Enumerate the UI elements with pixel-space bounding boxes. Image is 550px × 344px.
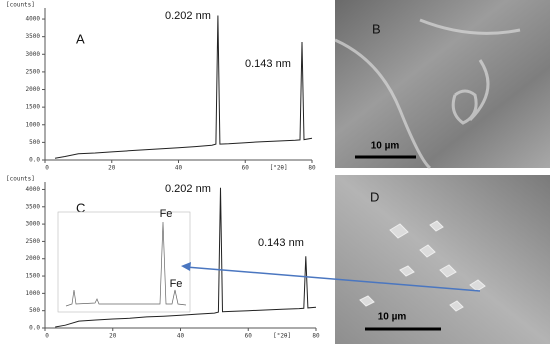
y-tick-label: 1500	[26, 273, 41, 280]
arrow	[185, 266, 481, 292]
panel-label: C	[76, 200, 85, 215]
y-tick-label: 3500	[26, 33, 41, 40]
y-tick-label: 3000	[26, 221, 41, 228]
x-tick-label: 40	[175, 165, 183, 172]
scale-text: 10 µm	[371, 141, 400, 152]
texture	[359, 220, 486, 312]
y-tick-label: 500	[29, 139, 40, 146]
sem-image	[335, 175, 550, 344]
scale-text: 10 µm	[378, 312, 407, 323]
x-tick-label: 20	[108, 165, 116, 172]
inset-label: Fe	[160, 208, 173, 220]
x-tick-label: 80	[312, 333, 320, 340]
inset-spectrum	[65, 221, 187, 307]
x-tick-label: 0	[45, 333, 49, 340]
x-tick-label: 60	[242, 165, 250, 172]
y-tick-label: 2500	[26, 68, 41, 75]
peak-annotation: 0.202 nm	[165, 183, 211, 195]
panel-label: B	[372, 21, 381, 36]
y-axis-label: [counts]	[6, 176, 35, 183]
y-axis-label: [counts]	[6, 2, 35, 9]
y-tick-label: 500	[29, 307, 40, 314]
y-tick-label: 1000	[26, 121, 41, 128]
x-tick-label: 60	[245, 333, 253, 340]
y-tick-label: 3000	[26, 51, 41, 58]
y-tick-label: 2500	[26, 238, 41, 245]
x-tick-label: 40	[177, 333, 185, 340]
y-tick-label: 1500	[26, 104, 41, 111]
peak-annotation: 0.143 nm	[245, 58, 291, 70]
texture	[334, 18, 521, 170]
y-tick-label: 0.0	[29, 325, 40, 332]
inset	[57, 211, 191, 313]
xrd-line	[55, 187, 317, 328]
x-axis-label: [°2θ]	[270, 165, 288, 172]
x-tick-label: 0	[45, 165, 49, 172]
y-tick-label: 0.0	[29, 157, 40, 164]
panel-label: A	[76, 31, 85, 46]
panel-label: D	[370, 189, 379, 204]
x-axis-label: [°2θ]	[273, 333, 291, 340]
arrow-head	[181, 262, 191, 271]
sem-image	[335, 0, 550, 168]
y-tick-label: 4000	[26, 16, 41, 23]
peak-annotation: 0.143 nm	[258, 237, 304, 249]
inset-label: Fe	[170, 278, 183, 290]
y-tick-label: 3500	[26, 203, 41, 210]
x-tick-label: 20	[109, 333, 117, 340]
y-tick-label: 4000	[26, 186, 41, 193]
y-tick-label: 2000	[26, 86, 41, 93]
y-tick-label: 1000	[26, 290, 41, 297]
peak-annotation: 0.202 nm	[165, 10, 211, 22]
x-tick-label: 80	[308, 165, 316, 172]
xrd-line	[54, 15, 313, 159]
y-tick-label: 2000	[26, 255, 41, 262]
